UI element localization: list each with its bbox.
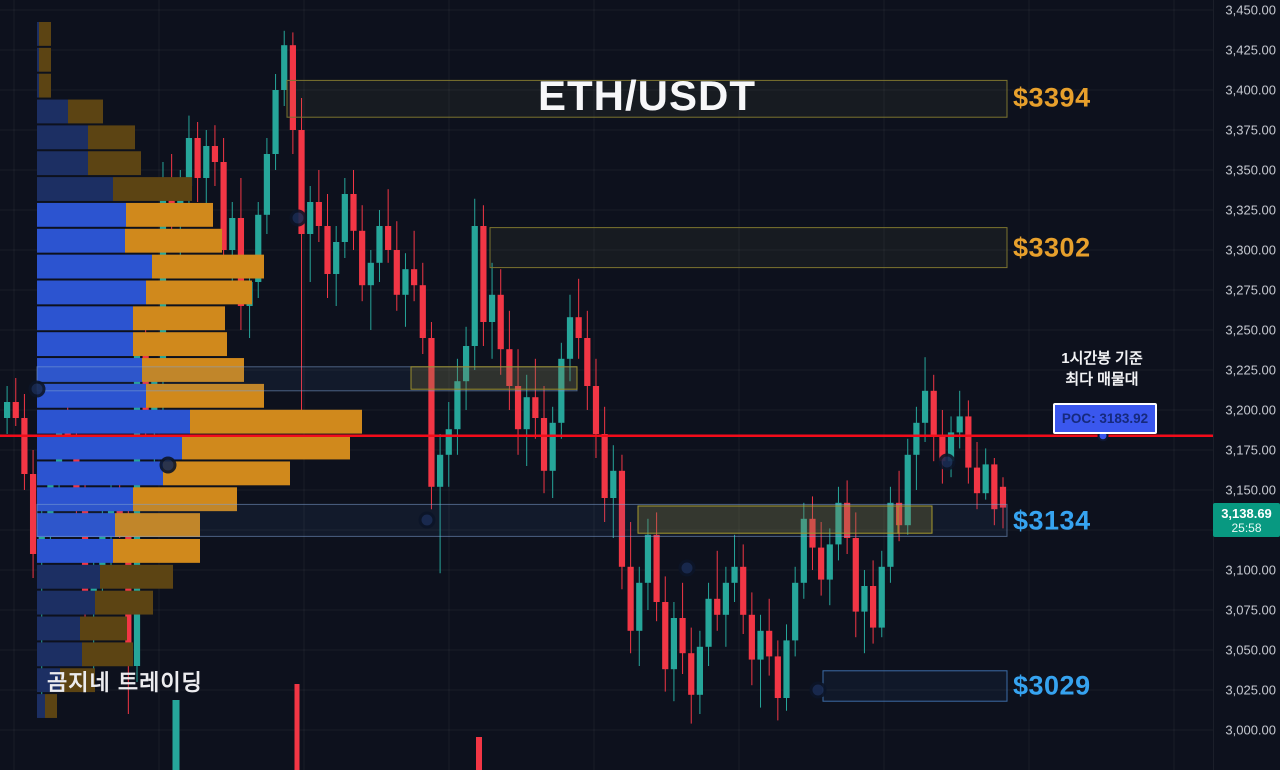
- chart-canvas[interactable]: [0, 0, 1280, 770]
- trading-chart-window: ETH/USDT $3394 $3302 $3134 $3029 1시간봉 기준…: [0, 0, 1280, 770]
